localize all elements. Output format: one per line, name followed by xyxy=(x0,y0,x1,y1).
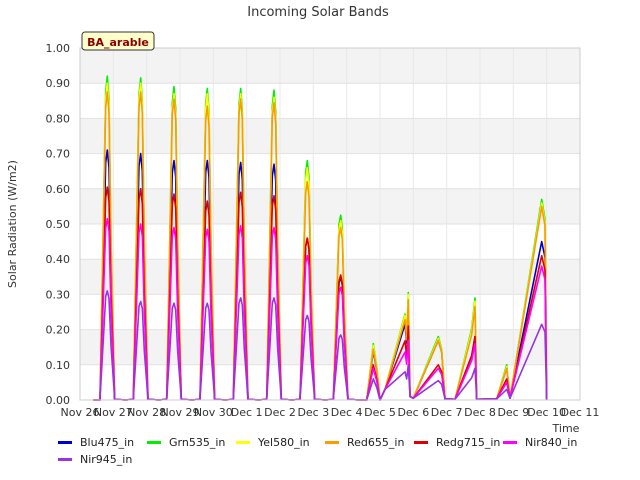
y-tick-labels: 0.00 0.10 0.20 0.30 0.40 0.50 0.60 0.70 0.80 0.90… xyxy=(46,42,71,407)
legend-item: Grn535_in xyxy=(147,436,225,449)
grid-band xyxy=(80,329,580,365)
y-tick-label: 0.90 xyxy=(46,77,71,90)
y-tick-label: 0.00 xyxy=(46,394,71,407)
y-tick-label: 0.50 xyxy=(46,218,71,231)
x-tick-label: Dec 1 xyxy=(231,406,263,419)
annotation-box xyxy=(81,31,155,51)
y-tick-label: 0.80 xyxy=(46,112,71,125)
x-tick-label: Dec 4 xyxy=(331,406,363,419)
y-tick-label: 0.70 xyxy=(46,148,71,161)
chart-title: Incoming Solar Bands xyxy=(247,5,389,20)
y-tick-label: 0.60 xyxy=(46,183,71,196)
x-tick-label: Dec 11 xyxy=(561,406,600,419)
x-tick-label: Nov 27 xyxy=(94,406,133,419)
legend-item: Redg715_in xyxy=(414,436,500,449)
grid-band xyxy=(80,48,580,84)
legend-swatch xyxy=(414,441,428,444)
y-tick-label: 0.30 xyxy=(46,288,71,301)
x-tick-label: Dec 10 xyxy=(527,406,566,419)
legend-swatch xyxy=(147,441,161,444)
annotation-text: BA_arable xyxy=(87,36,149,49)
x-axis-label: Time xyxy=(552,422,580,435)
legend-swatch xyxy=(325,441,339,444)
grid-band xyxy=(80,118,580,154)
x-tick-label: Dec 9 xyxy=(497,406,529,419)
legend-label: Nir840_in xyxy=(525,436,578,449)
series-lines xyxy=(93,75,548,401)
legend-label: Nir945_in xyxy=(80,453,133,466)
legend-item: Nir945_in xyxy=(58,453,132,466)
legend-item: Blu475_in xyxy=(58,436,134,449)
legend-label: Red655_in xyxy=(347,436,405,449)
y-tick-label: 0.40 xyxy=(46,253,71,266)
grid-bands xyxy=(80,48,580,365)
y-tick-label: 0.20 xyxy=(46,324,71,337)
legend-swatch xyxy=(236,441,250,444)
legend-item: Nir840_in xyxy=(503,436,577,449)
x-tick-label: Dec 2 xyxy=(264,406,296,419)
x-tick-label: Dec 3 xyxy=(297,406,329,419)
x-tick-label: Nov 29 xyxy=(161,406,200,419)
legend-label: Grn535_in xyxy=(169,436,226,449)
legend-label: Blu475_in xyxy=(80,436,135,449)
y-tick-label: 1.00 xyxy=(46,42,71,55)
y-tick-label: 0.10 xyxy=(46,359,71,372)
grid-band xyxy=(80,188,580,224)
series-line-nir945-in xyxy=(93,290,548,401)
legend-swatch xyxy=(503,441,517,444)
plot-border xyxy=(79,47,581,401)
x-tick-label: Nov 30 xyxy=(194,406,233,419)
series-line-nir840-in xyxy=(93,217,548,401)
legend-item: Red655_in xyxy=(325,436,404,449)
legend-label: Yel580_in xyxy=(258,436,310,449)
legend-item: Yel580_in xyxy=(236,436,310,449)
x-tick-label: Nov 28 xyxy=(127,406,166,419)
annotation-badge: BA_arable xyxy=(81,31,155,51)
x-tick-label: Dec 8 xyxy=(464,406,496,419)
x-tick-label: Dec 5 xyxy=(364,406,396,419)
legend-label: Redg715_in xyxy=(436,436,501,449)
legend-swatch xyxy=(58,441,72,444)
x-tick-label: Dec 6 xyxy=(397,406,429,419)
x-tick-label: Dec 7 xyxy=(431,406,463,419)
legend-swatch xyxy=(58,458,72,461)
y-axis-label: Solar Radiation (W/m2) xyxy=(6,160,19,288)
x-tick-label: Nov 26 xyxy=(61,406,100,419)
grid-band xyxy=(80,259,580,295)
